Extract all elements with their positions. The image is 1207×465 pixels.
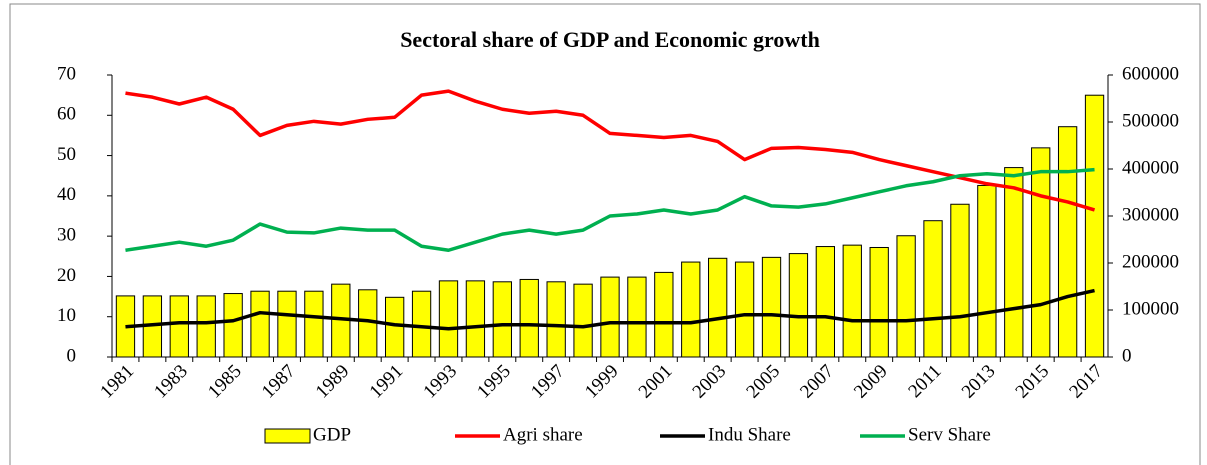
bar [788, 253, 809, 358]
x-tick-label: 2005 [742, 361, 784, 403]
y-tick-label: 30 [57, 225, 76, 246]
legend-label: Serv Share [908, 424, 991, 445]
bar [573, 283, 593, 358]
line [125, 89, 1096, 212]
bar [223, 293, 243, 358]
y2-tick-label: 200000 [1122, 251, 1179, 272]
line [125, 288, 1095, 331]
bar [411, 290, 432, 358]
y-tick-label: 50 [57, 144, 76, 165]
line [125, 167, 1095, 252]
chart-frame [9, 3, 1201, 465]
bar [654, 271, 674, 358]
y2-tick-label: 400000 [1122, 157, 1179, 178]
bar [869, 246, 889, 358]
y-tick-label: 0 [67, 345, 77, 366]
y2-tick-label: 100000 [1122, 298, 1179, 319]
y-tick-label: 20 [57, 265, 76, 286]
y-tick-label: 10 [57, 305, 76, 326]
x-tick-label: 2001 [635, 361, 677, 403]
bar [465, 280, 486, 358]
chart-title: Sectoral share of GDP and Economic growt… [400, 27, 820, 52]
bar [627, 276, 647, 358]
x-tick-label: 2007 [796, 361, 838, 403]
bar [896, 235, 916, 358]
x-tick-label: 1987 [258, 361, 300, 403]
bar [600, 276, 620, 358]
bar [1031, 147, 1051, 358]
bar [384, 296, 405, 358]
x-tick-label: 1997 [527, 361, 569, 403]
bar [1084, 94, 1105, 358]
bar [438, 280, 459, 358]
bar [1004, 167, 1024, 358]
x-tick-label: 1983 [150, 361, 192, 403]
x-tick-label: 2003 [689, 361, 731, 403]
x-tick-label: 2009 [850, 361, 892, 403]
bar [492, 281, 512, 358]
x-tick-label: 1991 [366, 361, 408, 403]
bar [734, 261, 755, 358]
bar [519, 278, 539, 358]
x-tick-label: 1993 [419, 361, 461, 403]
bar [681, 261, 701, 358]
x-tick-label: 2011 [904, 361, 945, 402]
y2-tick-label: 600000 [1122, 63, 1179, 84]
y-tick-label: 60 [57, 104, 76, 125]
y-tick-label: 70 [57, 63, 76, 84]
x-tick-label: 1981 [96, 361, 138, 403]
legend-label: Indu Share [708, 424, 791, 445]
bar [546, 281, 566, 358]
bar [815, 246, 836, 358]
y2-tick-label: 300000 [1122, 204, 1179, 225]
x-tick-label: 1995 [473, 361, 515, 403]
x-tick-label: 1999 [581, 361, 623, 403]
bar [304, 290, 324, 358]
x-tick-label: 2015 [1012, 361, 1054, 403]
bar [277, 290, 297, 358]
bar [250, 290, 270, 358]
x-tick-label: 1989 [312, 361, 354, 403]
bar [196, 295, 216, 358]
legend-swatch [264, 428, 311, 444]
x-tick-label: 2017 [1065, 361, 1107, 403]
bar [977, 184, 997, 358]
y2-tick-label: 0 [1122, 345, 1132, 366]
x-tick-label: 2013 [958, 361, 1000, 403]
bar [1057, 126, 1078, 358]
bar [950, 203, 970, 358]
y-tick-label: 40 [57, 184, 76, 205]
legend-label: Agri share [503, 424, 583, 445]
bar [708, 257, 728, 358]
x-tick-label: 1985 [204, 361, 246, 403]
bar [842, 244, 862, 358]
legend-label: GDP [313, 424, 351, 445]
bar [923, 220, 943, 358]
y2-tick-label: 500000 [1122, 110, 1179, 131]
bar [169, 295, 189, 358]
bar [761, 256, 782, 358]
